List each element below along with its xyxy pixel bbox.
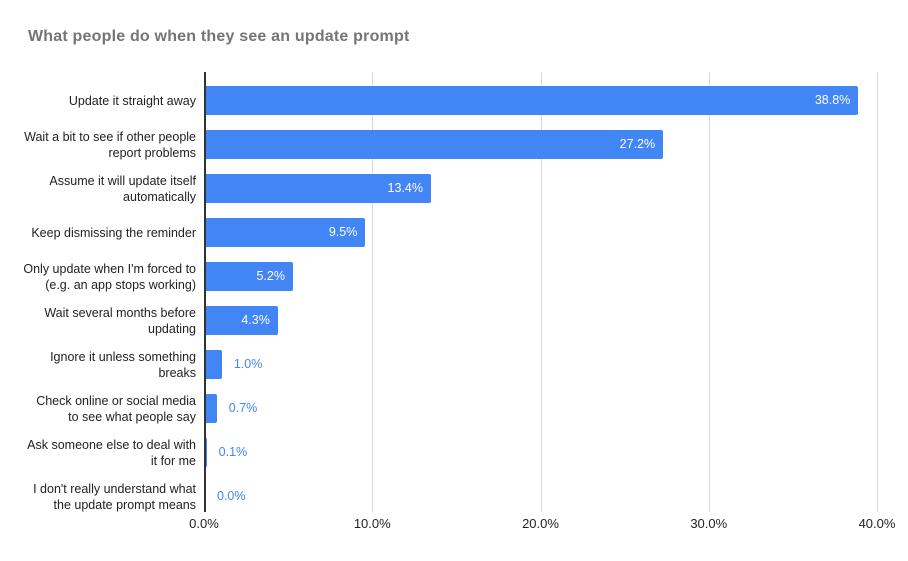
bar: 4.3% bbox=[205, 306, 278, 335]
category-label: Assume it will update itself automaticall… bbox=[49, 173, 196, 204]
bar: 9.5% bbox=[205, 218, 366, 247]
category-label: Wait a bit to see if other people report … bbox=[24, 129, 196, 160]
category-label: Keep dismissing the reminder bbox=[31, 225, 196, 240]
bar-value-label: 4.3% bbox=[241, 313, 270, 327]
bar-value-label: 0.1% bbox=[218, 445, 248, 459]
category-label: I don't really understand what the update… bbox=[33, 481, 196, 512]
axis-baseline bbox=[204, 72, 206, 512]
bar: 5.2% bbox=[205, 262, 293, 291]
x-axis: 0.0% 10.0% 20.0% 30.0% 40.0% bbox=[189, 516, 895, 536]
bar bbox=[205, 350, 223, 379]
bar-value-label: 27.2% bbox=[619, 137, 656, 151]
category-label: Check online or social media to see what … bbox=[36, 393, 196, 424]
bar-value-label: 0.0% bbox=[217, 489, 246, 503]
x-tick-label: 10.0% bbox=[353, 516, 391, 531]
gridline bbox=[708, 72, 710, 512]
gridline bbox=[877, 72, 878, 512]
bar-value-label: 38.8% bbox=[814, 93, 851, 107]
x-tick-label: 30.0% bbox=[690, 516, 728, 531]
category-label: Only update when I'm forced to (e.g. an a… bbox=[23, 261, 196, 292]
bar-value-label: 0.7% bbox=[228, 401, 258, 415]
bar bbox=[205, 394, 218, 423]
bar-value-label: 5.2% bbox=[256, 269, 285, 283]
gridline bbox=[540, 72, 542, 512]
category-label: Ignore it unless something breaks bbox=[50, 349, 196, 380]
x-tick-label: 0.0% bbox=[189, 516, 219, 531]
chart-title: What people do when they see an update p… bbox=[28, 28, 410, 45]
bar-value-label: 1.0% bbox=[233, 357, 263, 371]
category-label: Ask someone else to deal with it for me bbox=[27, 437, 196, 468]
bar: 27.2% bbox=[205, 130, 664, 159]
gridline bbox=[372, 72, 374, 512]
x-tick-label: 40.0% bbox=[858, 516, 896, 531]
category-axis: Update it straight away Wait a bit to see… bbox=[0, 72, 196, 512]
bar-value-label: 9.5% bbox=[328, 225, 358, 239]
category-label: Update it straight away bbox=[68, 93, 196, 108]
bar bbox=[205, 438, 208, 467]
bar-value-label: 13.4% bbox=[387, 181, 423, 195]
category-label: Wait several months before updating bbox=[44, 305, 196, 336]
plot-area: 38.8% 27.2% 13.4% 9.5% 5.2% 4.3% 1.0% 0.7% 0.1% 0… bbox=[204, 72, 878, 512]
bar: 13.4% bbox=[205, 174, 431, 203]
x-tick-label: 20.0% bbox=[522, 516, 559, 531]
bar: 38.8% bbox=[205, 86, 859, 115]
